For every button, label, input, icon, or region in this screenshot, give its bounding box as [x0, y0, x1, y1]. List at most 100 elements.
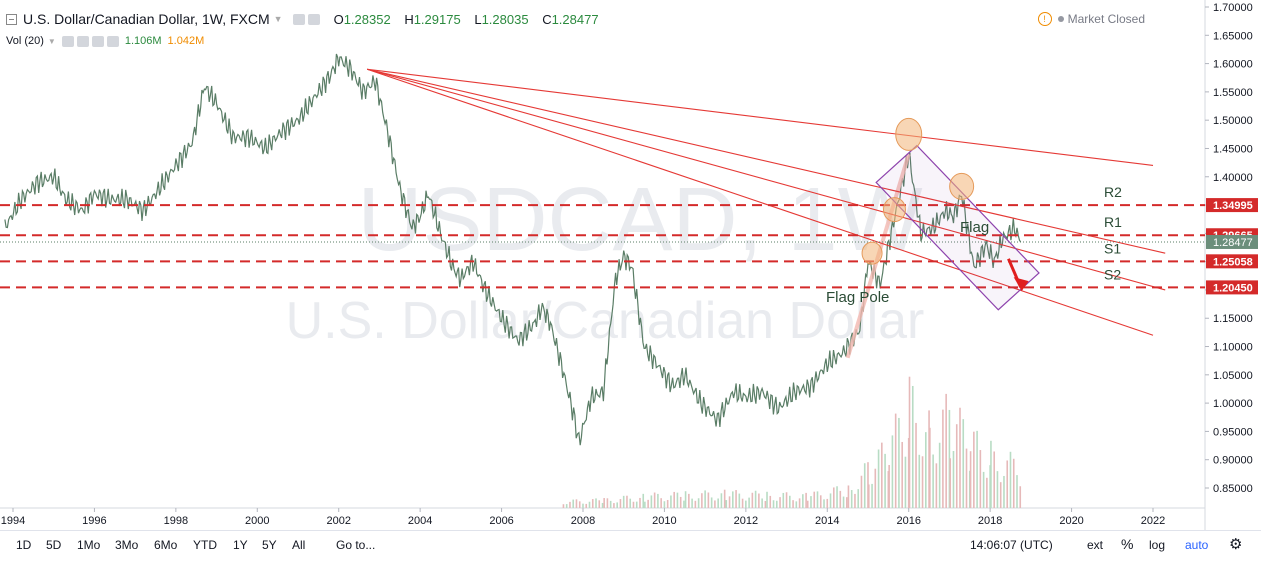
range-ytd-button[interactable]: YTD [193, 538, 217, 552]
range-5y-button[interactable]: 5Y [262, 538, 277, 552]
y-tick-label: 1.15000 [1213, 313, 1253, 325]
ext-button[interactable]: ext [1087, 538, 1104, 552]
percent-button[interactable]: % [1121, 536, 1134, 552]
volume-bar [877, 449, 880, 508]
price-chart[interactable]: USDCAD, 1W U.S. Dollar/Canadian Dollar 0.8… [0, 0, 1261, 530]
volume-bar [904, 456, 907, 508]
range-all-button[interactable]: All [292, 538, 306, 552]
range-5d-button[interactable]: 5D [46, 538, 62, 552]
settings-icon[interactable] [307, 13, 320, 25]
y-tick-label: 1.70000 [1213, 2, 1253, 14]
range-1mo-button[interactable]: 1Mo [77, 538, 101, 552]
ohlc-close-value: 1.28477 [551, 11, 599, 27]
volume-bar [854, 493, 856, 508]
volume-bar [653, 492, 656, 508]
log-button[interactable]: log [1149, 538, 1166, 552]
volume-bar [732, 491, 734, 508]
volume-bar [717, 498, 719, 508]
volume-bar [949, 458, 952, 508]
volume-bar [785, 492, 788, 508]
volume-bar [565, 504, 568, 508]
volume-bar [725, 500, 728, 508]
range-6mo-button[interactable]: 6Mo [154, 538, 178, 552]
volume-bar [684, 491, 687, 508]
eye-icon[interactable] [292, 13, 305, 25]
plus-icon[interactable] [91, 35, 104, 47]
volume-bar [929, 427, 931, 508]
volume-bar [585, 503, 588, 508]
volume-bar [867, 462, 869, 508]
volume-bar [588, 501, 591, 508]
volume-bar [707, 492, 710, 508]
volume-bar [868, 484, 870, 508]
volume-bar [829, 493, 832, 508]
chevron-down-icon[interactable]: ▼ [47, 36, 56, 46]
volume-bar [826, 498, 829, 508]
volume-bar [932, 454, 934, 508]
volume-bar [714, 500, 716, 508]
y-tick-label: 0.85000 [1213, 483, 1253, 495]
chevron-down-icon[interactable]: ▼ [273, 14, 283, 24]
volume-bar [806, 500, 809, 508]
volume-bar [745, 500, 747, 508]
y-tick-label: 1.10000 [1213, 342, 1253, 354]
volume-bar [911, 385, 914, 508]
volume-bar [650, 495, 653, 508]
volume-bar [670, 495, 672, 508]
last-price-badge-text: 1.28477 [1213, 237, 1253, 249]
volume-bar [874, 468, 877, 508]
volume-bar [836, 486, 838, 508]
volume-bar [642, 493, 645, 508]
volume-bar [989, 465, 991, 508]
volume-bar [632, 501, 635, 508]
volume-bar [955, 424, 958, 508]
volume-bar [850, 490, 853, 508]
volume-bar [813, 491, 816, 508]
volume-bar [1019, 486, 1022, 508]
volume-bar [741, 498, 744, 508]
x-tick-label: 2004 [408, 515, 432, 527]
volume-bar [694, 500, 697, 508]
volume-bar [798, 498, 801, 508]
auto-button[interactable]: auto [1185, 538, 1209, 552]
volume-bar [663, 501, 666, 508]
collapse-icon[interactable] [6, 13, 17, 25]
volume-bar [969, 451, 972, 508]
eye-icon[interactable] [61, 35, 74, 47]
symbol-title[interactable]: U.S. Dollar/Canadian Dollar, 1W, FXCM [23, 11, 270, 27]
trendline [367, 68, 1154, 166]
volume-bar [839, 490, 842, 508]
settings-icon[interactable] [76, 35, 89, 47]
volume-bar [918, 454, 921, 508]
volume-bar [959, 407, 961, 508]
warning-icon[interactable]: ! [1037, 12, 1052, 26]
volume-bar [823, 499, 825, 508]
ohlc-low-label: L [474, 11, 482, 27]
volume-bar [846, 497, 848, 508]
x-tick-label: 2008 [571, 515, 595, 527]
volume-bar [723, 489, 726, 508]
x-tick-label: 2002 [326, 515, 350, 527]
goto-button[interactable]: Go to... [336, 538, 376, 552]
annotation-flag: Flag [960, 219, 989, 236]
volume-bar [935, 463, 938, 508]
volume-bar [775, 500, 778, 508]
y-tick-label: 1.50000 [1213, 115, 1253, 127]
y-tick-label: 1.40000 [1213, 172, 1253, 184]
volume-label[interactable]: Vol (20) [6, 35, 44, 47]
range-3mo-button[interactable]: 3Mo [115, 538, 139, 552]
gear-icon[interactable]: ⚙ [1229, 536, 1243, 553]
volume-bar [691, 498, 693, 508]
volume-bar [976, 430, 978, 508]
volume-bar [595, 498, 597, 508]
volume-bar [657, 493, 659, 508]
volume-bar [915, 422, 917, 508]
x-tick-label: 2016 [896, 515, 920, 527]
x-tick-label: 1996 [82, 515, 106, 527]
volume-bar [635, 501, 638, 508]
x-tick-label: 1994 [1, 515, 25, 527]
range-1d-button[interactable]: 1D [16, 538, 32, 552]
range-1y-button[interactable]: 1Y [233, 538, 248, 552]
close-icon[interactable] [106, 35, 119, 47]
volume-bar [575, 499, 578, 508]
